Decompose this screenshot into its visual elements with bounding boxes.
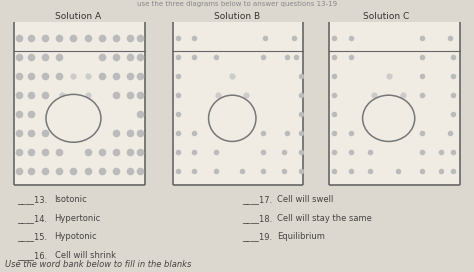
Text: ____19.: ____19.	[242, 232, 272, 242]
Text: Use the word bank below to fill in the blanks: Use the word bank below to fill in the b…	[5, 260, 191, 269]
Text: ____15.: ____15.	[17, 232, 47, 242]
Ellipse shape	[46, 94, 101, 142]
Text: ____18.: ____18.	[242, 214, 272, 223]
Text: ____16.: ____16.	[17, 251, 47, 260]
Text: Hypertonic: Hypertonic	[55, 214, 101, 223]
Text: Hypotonic: Hypotonic	[55, 232, 97, 242]
Text: Solution B: Solution B	[214, 12, 260, 21]
Text: Solution A: Solution A	[55, 12, 101, 21]
Text: ____13.: ____13.	[17, 195, 47, 205]
FancyBboxPatch shape	[329, 22, 460, 185]
Text: Equilibrium: Equilibrium	[277, 232, 325, 242]
Ellipse shape	[363, 95, 415, 141]
Text: Isotonic: Isotonic	[55, 195, 87, 205]
FancyBboxPatch shape	[173, 22, 303, 185]
Text: use the three diagrams below to answer questions 13-19: use the three diagrams below to answer q…	[137, 1, 337, 7]
Text: ____14.: ____14.	[17, 214, 47, 223]
Text: ____17.: ____17.	[242, 195, 272, 205]
FancyBboxPatch shape	[14, 22, 145, 185]
Text: Solution C: Solution C	[363, 12, 410, 21]
Ellipse shape	[209, 95, 256, 141]
Text: Cell will swell: Cell will swell	[277, 195, 334, 205]
Text: Cell will stay the same: Cell will stay the same	[277, 214, 372, 223]
Text: Cell will shrink: Cell will shrink	[55, 251, 116, 260]
